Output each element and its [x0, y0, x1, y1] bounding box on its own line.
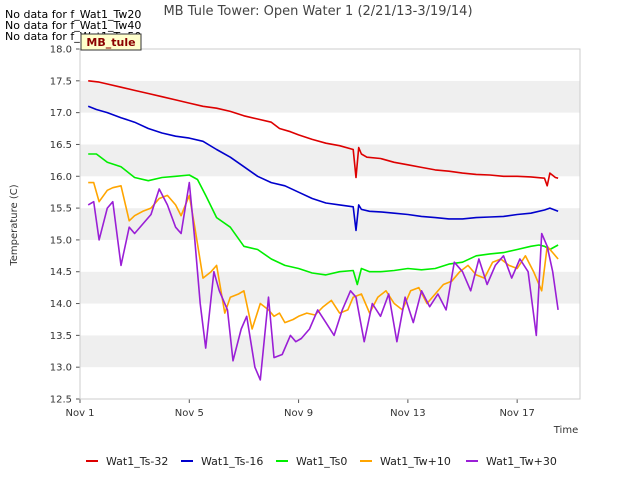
y-axis-ticks: 12.5 13.0 13.5 14.0 14.5 15.0 15.5 16.0 16.5 17.0…	[50, 45, 80, 406]
legend-item: Wat1_Ts-16	[181, 455, 263, 468]
series-line-Wat1_Ts-32	[88, 80, 559, 187]
y-tick-label: 15.0	[50, 235, 72, 246]
band	[80, 49, 580, 81]
background-bands	[80, 49, 580, 399]
tooltip-box[interactable]: MB_tule	[80, 33, 142, 51]
x-tick-label: Nov 9	[284, 408, 313, 419]
plot-frame	[79, 48, 581, 400]
series-line-Wat1_Tw+30	[87, 181, 559, 381]
x-tick-label: Nov 1	[65, 408, 94, 419]
legend-item: Wat1_Ts-32	[86, 455, 168, 468]
y-tick-label: 15.5	[50, 204, 72, 215]
y-tick-label: 18.0	[50, 45, 72, 56]
band	[80, 112, 580, 145]
y-tick-label: 14.5	[50, 267, 72, 278]
band	[80, 367, 580, 399]
legend-label: Wat1_Ts-32	[106, 455, 168, 468]
series-line-Wat1_Ts-16	[87, 105, 559, 232]
series-lines	[87, 80, 559, 381]
band	[80, 239, 580, 272]
legend-label: Wat1_Tw+10	[380, 455, 451, 468]
x-tick-label: Nov 5	[175, 408, 204, 419]
y-tick-label: 13.0	[50, 363, 72, 374]
x-tick-label: Nov 17	[499, 408, 534, 419]
y-tick-label: 14.0	[50, 299, 72, 310]
band	[80, 80, 580, 113]
y-tick-label: 16.0	[50, 172, 72, 183]
y-axis-label: Temperature (C)	[9, 184, 20, 266]
legend: Wat1_Ts-32 Wat1_Ts-16 Wat1_Ts0 Wat1_Tw+10 Wa…	[86, 455, 557, 468]
legend-item: Wat1_Tw+30	[466, 455, 557, 468]
tooltip-label: MB_tule	[86, 36, 135, 49]
legend-label: Wat1_Ts-16	[201, 455, 263, 468]
band	[80, 303, 580, 336]
x-tick-label: Nov 13	[390, 408, 425, 419]
legend-label: Wat1_Tw+30	[486, 455, 557, 468]
no-data-message-1: No data for f_Wat1_Tw20	[5, 8, 142, 21]
band	[80, 144, 580, 177]
y-tick-label: 16.5	[50, 140, 72, 151]
band	[80, 208, 580, 240]
x-axis-ticks: Nov 1 Nov 5 Nov 9 Nov 13 Nov 17	[65, 399, 535, 419]
legend-item: Wat1_Ts0	[276, 455, 347, 468]
y-tick-label: 17.0	[50, 108, 72, 119]
y-tick-label: 12.5	[50, 395, 72, 406]
x-axis-label: Time	[553, 425, 578, 436]
y-tick-label: 13.5	[50, 331, 72, 342]
no-data-message-2: No data for f_Wat1_Tw40	[5, 19, 142, 32]
chart-title: MB Tule Tower: Open Water 1 (2/21/13-3/1…	[163, 4, 472, 19]
legend-label: Wat1_Ts0	[296, 455, 347, 468]
band	[80, 335, 580, 368]
band	[80, 271, 580, 304]
legend-item: Wat1_Tw+10	[360, 455, 451, 468]
series-line-Wat1_Ts0	[88, 153, 559, 286]
y-tick-label: 17.5	[50, 76, 72, 87]
